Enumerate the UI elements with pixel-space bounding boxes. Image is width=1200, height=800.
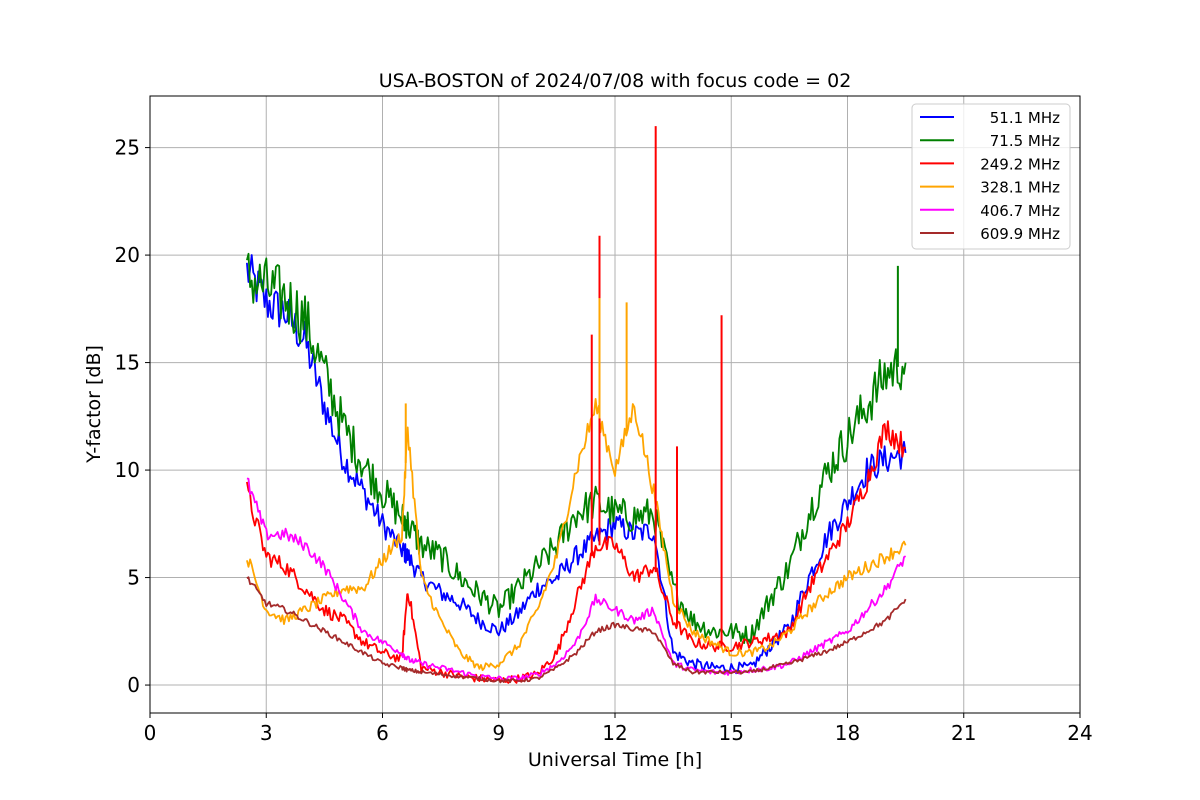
y-tick-label: 10 [115, 458, 140, 482]
legend-label: 406.7 MHz [980, 202, 1060, 220]
legend-label: 71.5 MHz [990, 132, 1060, 150]
x-tick-label: 3 [260, 721, 273, 745]
x-tick-label: 12 [602, 721, 627, 745]
series-line [246, 420, 907, 684]
y-tick-label: 15 [115, 351, 140, 375]
legend: 51.1 MHz 71.5 MHz 249.2 MHz 328.1 MHz 406.7 … [911, 103, 1071, 250]
legend-label: 609.9 MHz [980, 225, 1060, 243]
x-tick-label: 21 [951, 721, 976, 745]
x-tick-label: 18 [835, 721, 860, 745]
legend-label: 51.1 MHz [990, 109, 1060, 127]
y-tick-label: 0 [127, 673, 140, 697]
y-axis-label: Y-factor [dB] [83, 345, 105, 464]
series-line [246, 477, 907, 683]
series-line [246, 398, 907, 672]
series-lines [246, 126, 907, 684]
x-tick-label: 0 [144, 721, 157, 745]
x-tick-label: 24 [1067, 721, 1092, 745]
y-tick-label: 25 [115, 136, 140, 160]
legend-label: 249.2 MHz [980, 155, 1060, 173]
legend-label: 328.1 MHz [980, 179, 1060, 197]
x-tick-label: 15 [719, 721, 744, 745]
series-line [246, 254, 907, 675]
y-tick-label: 5 [127, 566, 140, 590]
x-tick-label: 6 [376, 721, 389, 745]
axis-ticks: 0 3 6 9 12 15 18 21 24 0 5 10 15 20 25 [115, 136, 1093, 745]
chart-title: USA-BOSTON of 2024/07/08 with focus code… [379, 70, 852, 92]
y-tick-label: 20 [115, 243, 140, 267]
x-axis-label: Universal Time [h] [528, 749, 702, 771]
series-line [246, 576, 907, 684]
x-tick-label: 9 [492, 721, 505, 745]
